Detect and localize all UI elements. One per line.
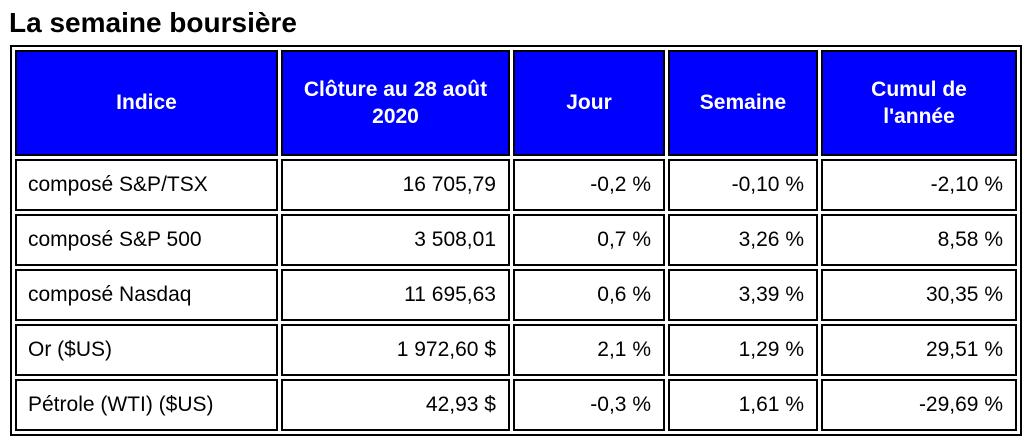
cell-jour: 0,7 % xyxy=(513,214,665,266)
cell-jour: 2,1 % xyxy=(513,324,665,376)
cell-cloture: 1 972,60 $ xyxy=(281,324,510,376)
header-label-semaine: Semaine xyxy=(699,91,787,115)
table-row: composé S&P/TSX 16 705,79 -0,2 % -0,10 %… xyxy=(15,159,1017,211)
cell-semaine: 1,61 % xyxy=(668,379,818,431)
cell-jour: 0,6 % xyxy=(513,269,665,321)
cell-jour: -0,2 % xyxy=(513,159,665,211)
cell-semaine: -0,10 % xyxy=(668,159,818,211)
cell-semaine: 3,39 % xyxy=(668,269,818,321)
cell-cloture: 42,93 $ xyxy=(281,379,510,431)
table-row: composé Nasdaq 11 695,63 0,6 % 3,39 % 30… xyxy=(15,269,1017,321)
table-row: Pétrole (WTI) ($US) 42,93 $ -0,3 % 1,61 … xyxy=(15,379,1017,431)
market-week-table: Indice Clôture au 28 août 2020 Jour Sema… xyxy=(10,45,1022,436)
header-cell-cumul: Cumul de l'année xyxy=(821,50,1017,156)
cell-semaine: 3,26 % xyxy=(668,214,818,266)
page-title: La semaine boursière xyxy=(9,7,297,38)
cell-indice: composé S&P 500 xyxy=(15,214,278,266)
cell-cloture: 3 508,01 xyxy=(281,214,510,266)
header-label-cumul: Cumul de l'année xyxy=(871,77,967,128)
table-row: composé S&P 500 3 508,01 0,7 % 3,26 % 8,… xyxy=(15,214,1017,266)
header-label-cloture: Clôture au 28 août 2020 xyxy=(303,77,488,128)
cell-cumul: 29,51 % xyxy=(821,324,1017,376)
header-cell-indice: Indice xyxy=(15,50,278,156)
header-label-jour: Jour xyxy=(566,91,612,115)
cell-jour: -0,3 % xyxy=(513,379,665,431)
cell-cumul: -29,69 % xyxy=(821,379,1017,431)
table-row: Or ($US) 1 972,60 $ 2,1 % 1,29 % 29,51 % xyxy=(15,324,1017,376)
cell-indice: Pétrole (WTI) ($US) xyxy=(15,379,278,431)
cell-cumul: 8,58 % xyxy=(821,214,1017,266)
cell-cloture: 16 705,79 xyxy=(281,159,510,211)
header-cell-semaine: Semaine xyxy=(668,50,818,156)
cell-indice: Or ($US) xyxy=(15,324,278,376)
header-cell-jour: Jour xyxy=(513,50,665,156)
cell-indice: composé Nasdaq xyxy=(15,269,278,321)
header-label-indice: Indice xyxy=(116,91,177,115)
cell-indice: composé S&P/TSX xyxy=(15,159,278,211)
cell-cumul: 30,35 % xyxy=(821,269,1017,321)
cell-cumul: -2,10 % xyxy=(821,159,1017,211)
header-cell-cloture: Clôture au 28 août 2020 xyxy=(281,50,510,156)
cell-cloture: 11 695,63 xyxy=(281,269,510,321)
table-header-row: Indice Clôture au 28 août 2020 Jour Sema… xyxy=(15,50,1017,156)
cell-semaine: 1,29 % xyxy=(668,324,818,376)
